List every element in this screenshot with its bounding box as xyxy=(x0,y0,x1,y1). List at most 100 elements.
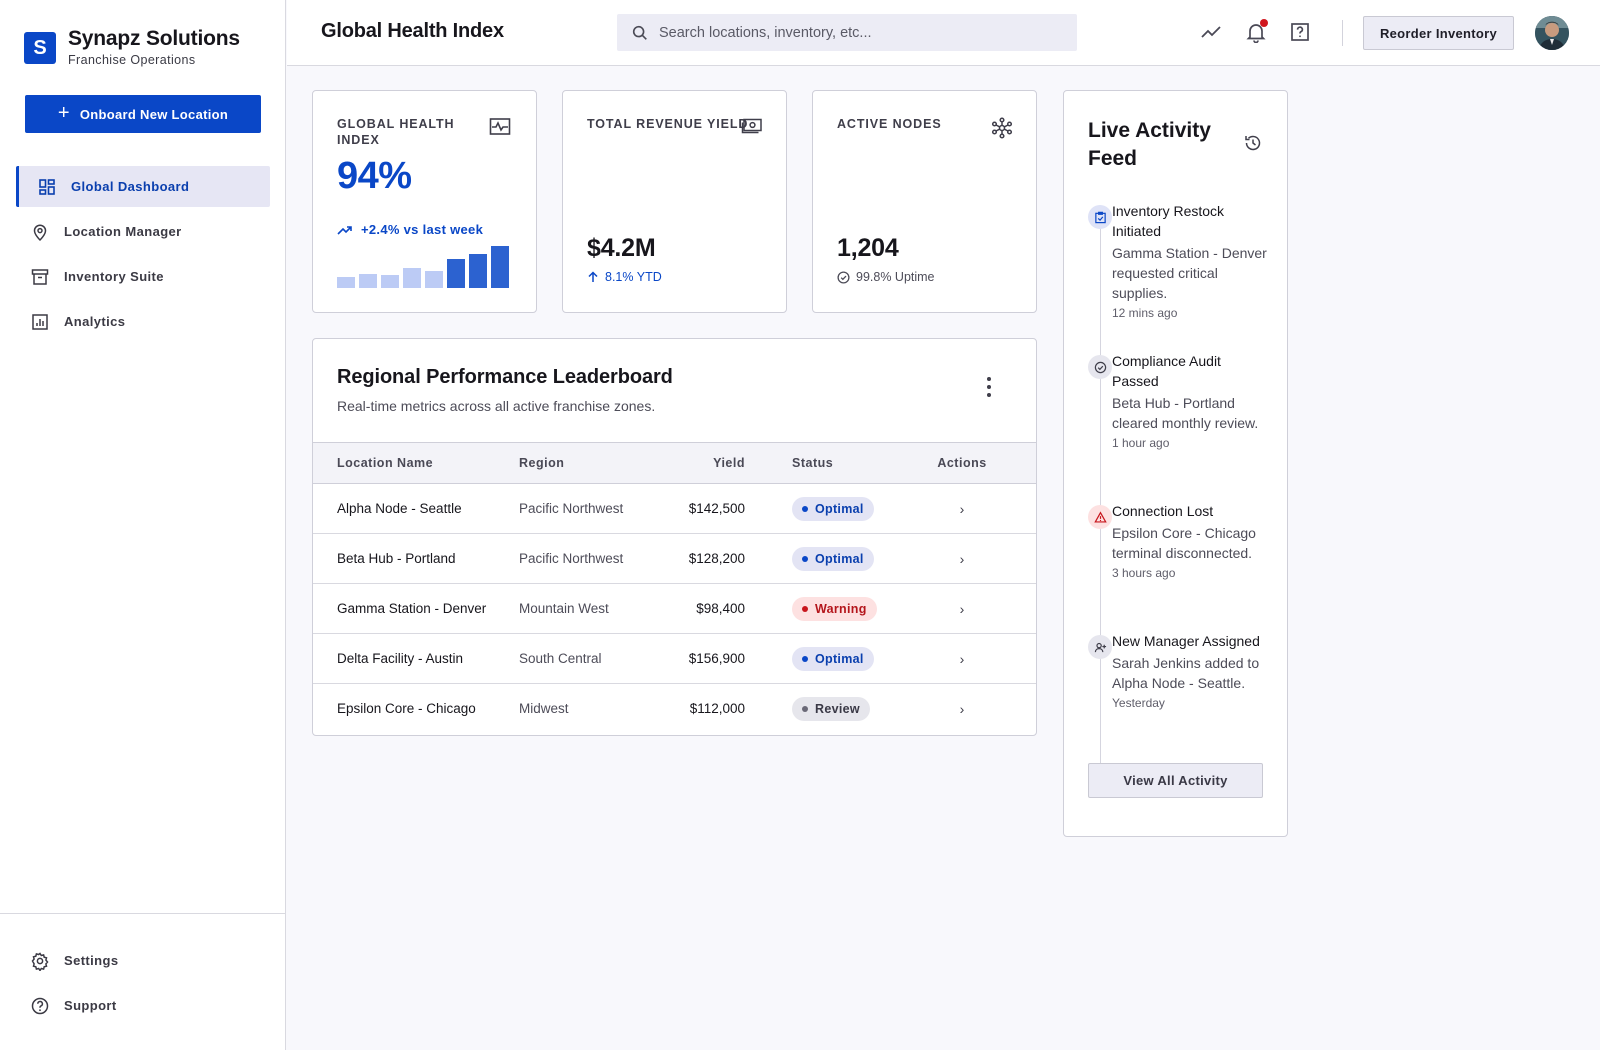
sidebar-item-analytics[interactable]: Analytics xyxy=(16,301,270,342)
sidebar-item-location-manager[interactable]: Location Manager xyxy=(16,211,270,252)
yield: $156,900 xyxy=(669,633,745,684)
table-header-row: Location Name Region Yield Status Action… xyxy=(313,442,1036,484)
chevron-right-icon[interactable]: › xyxy=(959,550,965,567)
status-badge: Optimal xyxy=(792,546,874,571)
sidebar-divider xyxy=(0,913,286,914)
event-title: Connection Lost xyxy=(1112,503,1214,519)
sidebar-item-support[interactable]: Support xyxy=(16,985,270,1026)
help-icon[interactable] xyxy=(1287,19,1313,45)
location-name: Beta Hub - Portland xyxy=(313,533,519,584)
column-header: Status xyxy=(745,442,888,484)
chevron-right-icon[interactable]: › xyxy=(959,700,965,717)
monitor-heart-icon xyxy=(489,118,511,135)
plus-icon: + xyxy=(57,102,70,124)
view-all-activity-button[interactable]: View All Activity xyxy=(1088,763,1263,798)
chevron-right-icon[interactable]: › xyxy=(959,500,965,517)
spark-bar xyxy=(469,254,487,288)
leaderboard-subtitle: Real-time metrics across all active fran… xyxy=(337,398,656,414)
chevron-right-icon[interactable]: › xyxy=(959,650,965,667)
sidebar-item-label: Location Manager xyxy=(64,224,182,239)
stat-label: ACTIVE NODES xyxy=(837,117,942,131)
bell-icon[interactable] xyxy=(1243,19,1269,45)
event-time: 3 hours ago xyxy=(1112,566,1176,580)
search-icon xyxy=(632,25,647,40)
search-input[interactable] xyxy=(659,24,1049,41)
sidebar-item-global-dashboard[interactable]: Global Dashboard xyxy=(16,166,270,207)
spark-bar xyxy=(337,277,355,288)
spark-bar xyxy=(403,268,421,288)
sidebar-item-inventory-suite[interactable]: Inventory Suite xyxy=(16,256,270,297)
sidebar-item-settings[interactable]: Settings xyxy=(16,940,270,981)
column-header: Yield xyxy=(669,442,745,484)
sidebar-item-label: Settings xyxy=(64,953,119,968)
check-circle-icon xyxy=(1088,355,1112,379)
table-row[interactable]: Beta Hub - Portland Pacific Northwest $1… xyxy=(313,533,1036,584)
history-icon[interactable] xyxy=(1243,133,1263,153)
location-name: Delta Facility - Austin xyxy=(313,633,519,684)
header-separator xyxy=(1342,20,1343,46)
leaderboard-table: Location Name Region Yield Status Action… xyxy=(313,442,1036,734)
active-nodes-card: ACTIVE NODES 1,204 99.8% Uptime xyxy=(812,90,1037,313)
revenue-card: TOTAL REVENUE YIELD $4.2M 8.1% YTD xyxy=(562,90,787,313)
event-title: Inventory Restock Initiated xyxy=(1112,203,1225,239)
brand-logo: S xyxy=(24,32,56,64)
region: Pacific Northwest xyxy=(519,483,669,534)
sidebar-bottom-nav: Settings Support xyxy=(16,940,270,1030)
nodes-sub-text: 99.8% Uptime xyxy=(856,270,935,284)
table-row[interactable]: Alpha Node - Seattle Pacific Northwest $… xyxy=(313,483,1036,534)
spark-bar xyxy=(381,275,399,288)
event-description: Gamma Station - Denver requested critica… xyxy=(1112,245,1267,301)
clipboard-icon xyxy=(1088,205,1112,229)
region: South Central xyxy=(519,633,669,684)
trending-icon[interactable] xyxy=(1198,19,1224,45)
leaderboard-title: Regional Performance Leaderboard xyxy=(337,366,673,388)
spark-bar xyxy=(447,259,465,288)
nodes-sub: 99.8% Uptime xyxy=(837,270,935,284)
activity-event[interactable]: Compliance Audit Passed Beta Hub - Portl… xyxy=(1088,351,1268,450)
yield: $128,200 xyxy=(669,533,745,584)
arrow-up-icon xyxy=(588,271,598,282)
trending-up-icon xyxy=(337,225,352,235)
warning-icon xyxy=(1088,505,1112,529)
region: Midwest xyxy=(519,701,569,717)
activity-event[interactable]: Connection Lost Epsilon Core - Chicago t… xyxy=(1088,501,1268,580)
avatar[interactable] xyxy=(1535,16,1569,50)
status-badge: Warning xyxy=(792,596,877,621)
reorder-inventory-button[interactable]: Reorder Inventory xyxy=(1363,16,1514,50)
yield: $112,000 xyxy=(689,701,745,717)
stat-label: TOTAL REVENUE YIELD xyxy=(587,117,749,131)
spark-bar xyxy=(491,246,509,288)
stat-label: GLOBAL HEALTH INDEX xyxy=(337,117,455,147)
revenue-sub: 8.1% YTD xyxy=(587,270,662,284)
revenue-value: $4.2M xyxy=(587,234,656,262)
region: Mountain West xyxy=(519,583,669,634)
brand-name: Synapz Solutions xyxy=(68,27,240,50)
brand: S Synapz Solutions Franchise Operations xyxy=(24,24,240,67)
health-trend-text: +2.4% vs last week xyxy=(361,222,484,237)
sidebar-nav: Global Dashboard Location Manager Invent… xyxy=(16,166,270,346)
column-header: Actions xyxy=(888,442,1036,484)
event-time: 12 mins ago xyxy=(1112,306,1178,320)
yield: $98,400 xyxy=(669,583,745,634)
activity-event[interactable]: Inventory Restock Initiated Gamma Statio… xyxy=(1088,201,1268,320)
search-bar[interactable] xyxy=(617,14,1077,51)
table-row[interactable]: Epsilon Core - Chicago Midwest $112,000 … xyxy=(313,684,1036,734)
timeline-line xyxy=(1100,213,1101,763)
more-vert-icon[interactable] xyxy=(980,377,998,397)
status-badge: Optimal xyxy=(792,646,874,671)
onboard-location-button[interactable]: + Onboard New Location xyxy=(25,95,261,133)
feed-title: Live Activity Feed xyxy=(1088,119,1211,170)
archive-icon xyxy=(31,268,49,285)
leaderboard-card: Regional Performance Leaderboard Real-ti… xyxy=(312,338,1037,736)
yield: $142,500 xyxy=(669,483,745,534)
table-row[interactable]: Delta Facility - Austin South Central $1… xyxy=(313,633,1036,684)
chevron-right-icon[interactable]: › xyxy=(959,600,965,617)
event-description: Epsilon Core - Chicago terminal disconne… xyxy=(1112,525,1256,561)
table-row[interactable]: Gamma Station - Denver Mountain West $98… xyxy=(313,583,1036,634)
nodes-value: 1,204 xyxy=(837,234,899,262)
activity-event[interactable]: New Manager Assigned Sarah Jenkins added… xyxy=(1088,631,1268,710)
revenue-sub-text: 8.1% YTD xyxy=(605,270,662,284)
gear-icon xyxy=(31,951,49,971)
global-health-card: GLOBAL HEALTH INDEX 94% +2.4% vs last we… xyxy=(312,90,537,313)
column-header: Location Name xyxy=(313,442,519,484)
